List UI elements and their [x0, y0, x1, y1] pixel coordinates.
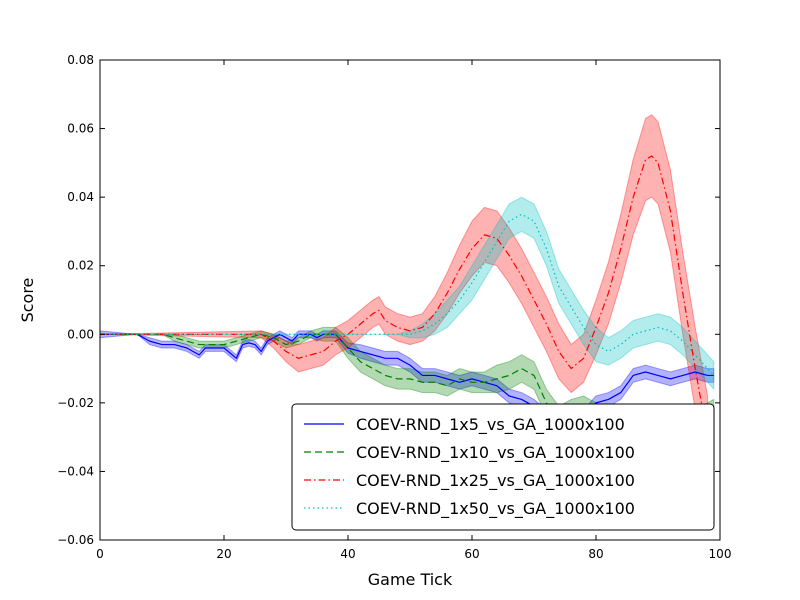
line-series-4: [100, 213, 715, 376]
y-axis-label: Score: [18, 278, 37, 323]
legend-label-1: COEV-RND_1x5_vs_GA_1000x100: [356, 415, 625, 435]
y-axis-ticks: −0.06 −0.04 −0.02 0.00 0.02 0.04 0.06 0.08: [57, 53, 720, 547]
y-tick-label: 0.02: [67, 259, 94, 273]
line-series-3: [100, 155, 709, 438]
x-tick-label: 20: [216, 547, 231, 561]
x-tick-label: 40: [340, 547, 355, 561]
legend: COEV-RND_1x5_vs_GA_1000x100 COEV-RND_1x10…: [291, 403, 715, 531]
x-tick-label: 0: [96, 547, 104, 561]
plot-frame: [99, 59, 721, 541]
y-tick-label: 0.08: [67, 53, 94, 67]
x-tick-label: 60: [464, 547, 479, 561]
legend-label-3: COEV-RND_1x25_vs_GA_1000x100: [356, 471, 635, 491]
y-tick-label: 0.06: [67, 122, 94, 136]
x-axis-ticks: 0 20 40 60 80 100: [96, 60, 731, 561]
legend-label-2: COEV-RND_1x10_vs_GA_1000x100: [356, 443, 635, 463]
line-series-1: [100, 333, 714, 421]
y-tick-label: −0.02: [57, 396, 94, 410]
legend-box: [291, 403, 715, 531]
y-tick-label: −0.04: [57, 464, 94, 478]
legend-label-4: COEV-RND_1x50_vs_GA_1000x100: [356, 499, 635, 519]
y-tick-label: 0.04: [67, 190, 94, 204]
x-axis-label: Game Tick: [368, 570, 453, 589]
y-tick-label: 0.00: [67, 327, 94, 341]
y-tick-label: −0.06: [57, 533, 94, 547]
x-tick-label: 100: [709, 547, 732, 561]
x-tick-label: 80: [588, 547, 603, 561]
